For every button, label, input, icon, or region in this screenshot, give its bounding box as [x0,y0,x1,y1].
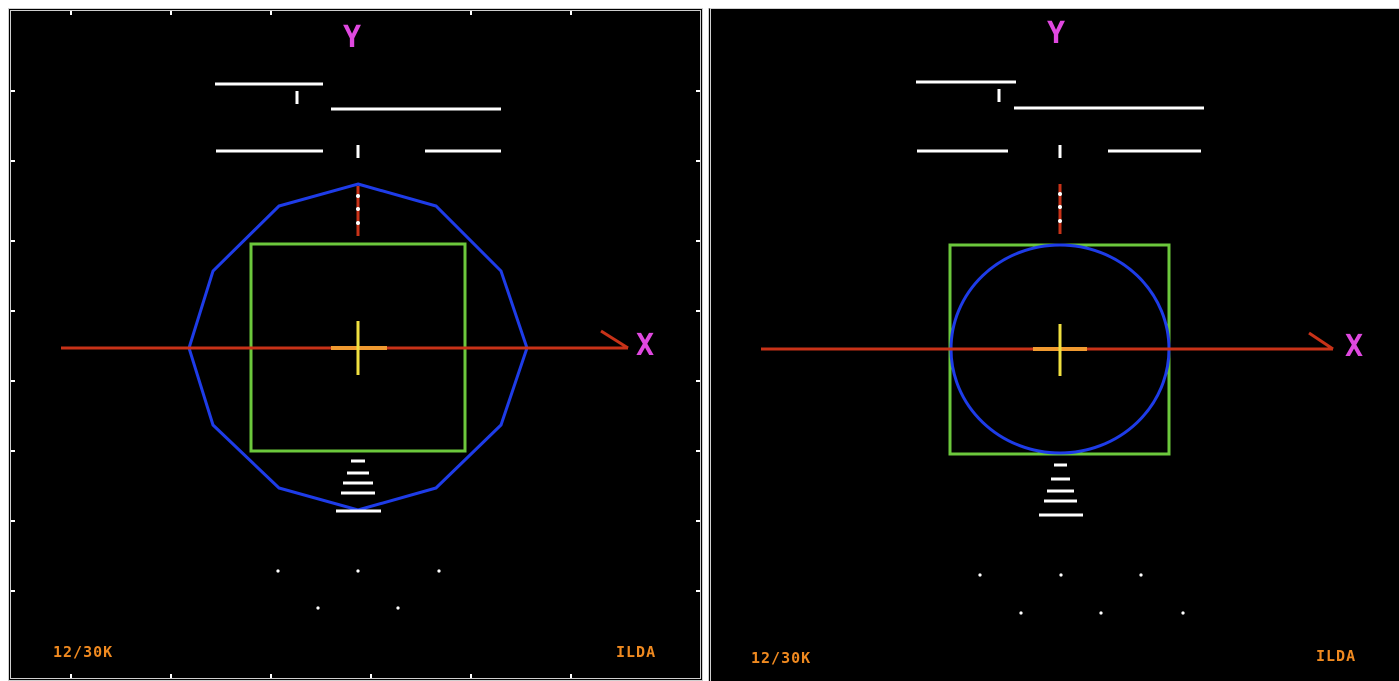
right-top-bars [916,80,1204,158]
right-x-axis-letter: X [1345,329,1364,364]
right-y-axis-letter: Y [1047,16,1066,51]
left-x-axis-letter: X [636,328,655,363]
right-test-pattern-panel: Y X 12/30K ILDA [708,8,1399,681]
right-corner-right-label: ILDA [1316,647,1357,665]
left-bottom-steps [336,459,381,513]
left-y-axis-letter: Y [343,20,362,55]
left-test-pattern-panel: Y X 12/30K ILDA [8,8,703,681]
left-top-bars [215,82,501,158]
right-pattern-canvas [761,80,1334,615]
right-center-cross [1033,324,1087,376]
left-corner-left-label: 12/30K [53,643,114,661]
left-frame-ticks [11,11,700,678]
left-corner-right-label: ILDA [616,643,657,661]
right-y-marker [1058,184,1062,234]
left-dot-grid [276,569,441,610]
right-bottom-steps [1039,463,1083,517]
left-x-axis [61,329,629,350]
left-pattern-canvas [11,11,700,678]
right-corner-left-label: 12/30K [751,649,812,667]
right-dot-grid [978,573,1185,615]
right-x-axis [761,331,1334,351]
left-y-marker [356,186,360,236]
left-center-cross [331,321,387,375]
